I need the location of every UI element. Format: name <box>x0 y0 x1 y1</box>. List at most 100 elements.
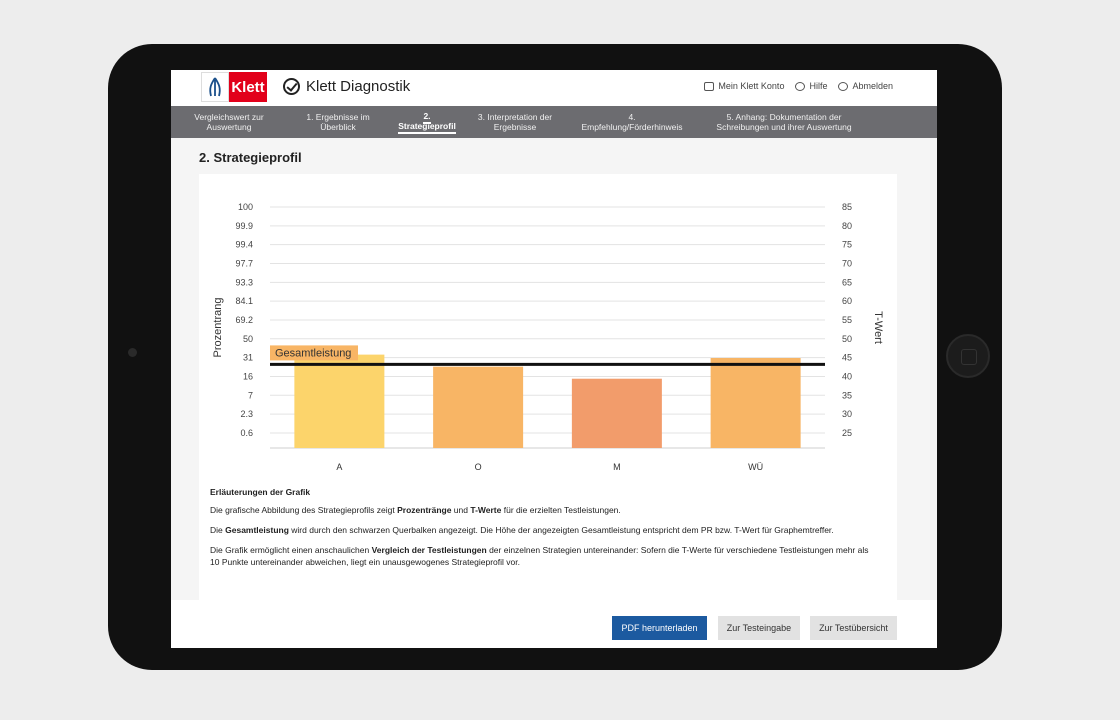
left-tick-label: 69.2 <box>235 315 253 325</box>
text-segment: und <box>451 505 471 515</box>
klett-logo-text: Klett <box>229 72 267 102</box>
main-content: 2. Strategieprofil 25 0.6 30 2.3 35 7 40 16 45 31… <box>171 138 937 600</box>
tab-empfehlung[interactable]: 4. Empfehlung/Förderhinweis <box>565 106 699 138</box>
left-tick-label: 16 <box>243 371 253 381</box>
tab-label-line1: Vergleichswert zur <box>194 112 264 122</box>
text-bold: Vergleich der Testleistungen <box>371 545 487 555</box>
text-segment: für die erzielten Testleistungen. <box>501 505 621 515</box>
left-tick-label: 50 <box>243 334 253 344</box>
chart-bars <box>270 345 825 448</box>
text-segment: Die Grafik ermöglicht einen anschauliche… <box>210 545 372 555</box>
tab-label: 3. Interpretation der Ergebnisse <box>478 112 552 132</box>
strategy-profile-chart: 25 0.6 30 2.3 35 7 40 16 45 31 50 50 55 69.2 60 84.1 65 9… <box>212 202 884 472</box>
tab-anhang[interactable]: 5. Anhang: Dokumentation der Schreibungen… <box>699 106 869 138</box>
tab-label-line1: 4. <box>628 112 636 122</box>
tab-label: 4. Empfehlung/Förderhinweis <box>581 112 682 132</box>
chart-card: 25 0.6 30 2.3 35 7 40 16 45 31 50 50 55 69.2 60 84.1 65 9… <box>199 174 897 600</box>
help-link[interactable]: Hilfe <box>795 81 827 91</box>
category-label: A <box>336 462 342 472</box>
tab-label: 2. Strategieprofil <box>398 110 456 134</box>
tab-label-line2: Überblick <box>320 122 356 132</box>
account-link-label: Mein Klett Konto <box>718 81 785 91</box>
bar-2 <box>571 378 662 448</box>
tab-label-line2: Ergebnisse <box>493 122 537 132</box>
right-tick-label: 60 <box>842 296 852 306</box>
text-segment: Die grafische Abbildung des Strategiepro… <box>210 505 398 515</box>
left-tick-label: 31 <box>243 353 253 363</box>
text-segment: der einzelnen Strategien untereinander: … <box>210 545 869 567</box>
text-segment: Die <box>210 525 226 535</box>
klett-logo[interactable]: Klett <box>201 72 267 102</box>
tab-label: 1. Ergebnisse im Überblick <box>306 112 369 132</box>
right-tick-label: 25 <box>842 428 852 438</box>
tab-label: 5. Anhang: Dokumentation der Schreibungen… <box>716 112 851 132</box>
tab-vergleichswert[interactable]: Vergleichswert zur Auswertung <box>171 106 287 138</box>
right-tick-label: 65 <box>842 277 852 287</box>
header-nav: Mein Klett Konto Hilfe Abmelden <box>704 81 893 91</box>
page-title: 2. Strategieprofil <box>199 150 302 165</box>
bar-1 <box>433 366 524 448</box>
left-tick-label: 99.9 <box>235 221 253 231</box>
gesamtleistung-label-bg <box>270 345 358 361</box>
tab-interpretation[interactable]: 3. Interpretation der Ergebnisse <box>465 106 565 138</box>
chart-labels: 25 0.6 30 2.3 35 7 40 16 45 31 50 50 55 69.2 60 84.1 65 9… <box>212 202 884 472</box>
text-bold: Prozentränge <box>397 505 452 515</box>
right-tick-label: 45 <box>842 353 852 363</box>
product-name: Klett Diagnostik <box>306 78 411 95</box>
left-tick-label: 100 <box>238 202 253 212</box>
explanation-paragraph-2: Die Gesamtleistung wird durch den schwar… <box>210 524 870 536</box>
right-tick-label: 30 <box>842 409 852 419</box>
left-tick-label: 0.6 <box>240 428 253 438</box>
account-card-icon <box>704 81 715 91</box>
pdf-download-button[interactable]: PDF herunterladen <box>612 616 707 640</box>
product-brand: Klett Diagnostik <box>283 78 410 95</box>
left-tick-label: 84.1 <box>235 296 253 306</box>
tablet-camera <box>128 348 137 357</box>
explanation-paragraph-1: Die grafische Abbildung des Strategiepro… <box>210 504 870 516</box>
left-tick-label: 2.3 <box>240 409 253 419</box>
left-tick-label: 7 <box>248 390 253 400</box>
tab-label-line2: Schreibungen und ihrer Auswertung <box>716 122 852 132</box>
explanation-paragraph-3: Die Grafik ermöglicht einen anschauliche… <box>210 544 870 568</box>
tablet-home-button[interactable] <box>946 334 990 378</box>
check-circle-icon <box>283 78 300 95</box>
test-input-button[interactable]: Zur Testeingabe <box>718 616 800 640</box>
account-link[interactable]: Mein Klett Konto <box>704 81 784 91</box>
category-label: WÜ <box>748 462 763 472</box>
text-segment: wird durch den schwarzen Querbalken ange… <box>288 525 834 535</box>
action-footer: PDF herunterladen Zur Testeingabe Zur Te… <box>171 600 937 648</box>
right-tick-label: 75 <box>842 240 852 250</box>
right-tick-label: 35 <box>842 390 852 400</box>
help-icon <box>795 81 806 91</box>
right-tick-label: 55 <box>842 315 852 325</box>
test-overview-button[interactable]: Zur Testübersicht <box>810 616 897 640</box>
explanation-heading: Erläuterungen der Grafik <box>210 487 311 497</box>
category-label: O <box>475 462 482 472</box>
klett-logo-mark-icon <box>201 72 229 102</box>
right-tick-label: 85 <box>842 202 852 212</box>
tab-label-line1: 3. Interpretation der <box>477 112 553 122</box>
left-tick-label: 99.4 <box>235 240 253 250</box>
app-header: Klett Klett Diagnostik Mein Klett Konto … <box>171 70 937 106</box>
bar-0 <box>294 354 385 448</box>
step-tabs: Vergleichswert zur Auswertung 1. Ergebnis… <box>171 106 937 138</box>
tab-label-line2: Strategieprofil <box>398 120 456 134</box>
tab-strategieprofil[interactable]: 2. Strategieprofil <box>389 106 465 138</box>
app-screen: Klett Klett Diagnostik Mein Klett Konto … <box>171 70 937 648</box>
y-axis-title-left: Prozentrang <box>212 298 224 358</box>
left-tick-label: 97.7 <box>235 258 253 268</box>
chart-explanation: Erläuterungen der Grafik Die grafische A… <box>210 486 870 576</box>
help-link-label: Hilfe <box>809 81 828 91</box>
tab-label-line2: Auswertung <box>206 122 252 132</box>
y-axis-title-right: T-Wert <box>872 311 884 344</box>
bar-3 <box>710 358 801 448</box>
tab-label-line1: 1. Ergebnisse im <box>306 112 370 122</box>
tab-label-line1: 5. Anhang: Dokumentation der <box>726 112 842 122</box>
logout-link-label: Abmelden <box>852 81 893 91</box>
right-tick-label: 80 <box>842 221 852 231</box>
logout-link[interactable]: Abmelden <box>838 81 893 91</box>
left-tick-label: 93.3 <box>235 277 253 287</box>
tab-ergebnisse[interactable]: 1. Ergebnisse im Überblick <box>287 106 389 138</box>
tab-label-line1: 2. <box>423 110 431 124</box>
tab-label-line2: Empfehlung/Förderhinweis <box>581 122 683 132</box>
